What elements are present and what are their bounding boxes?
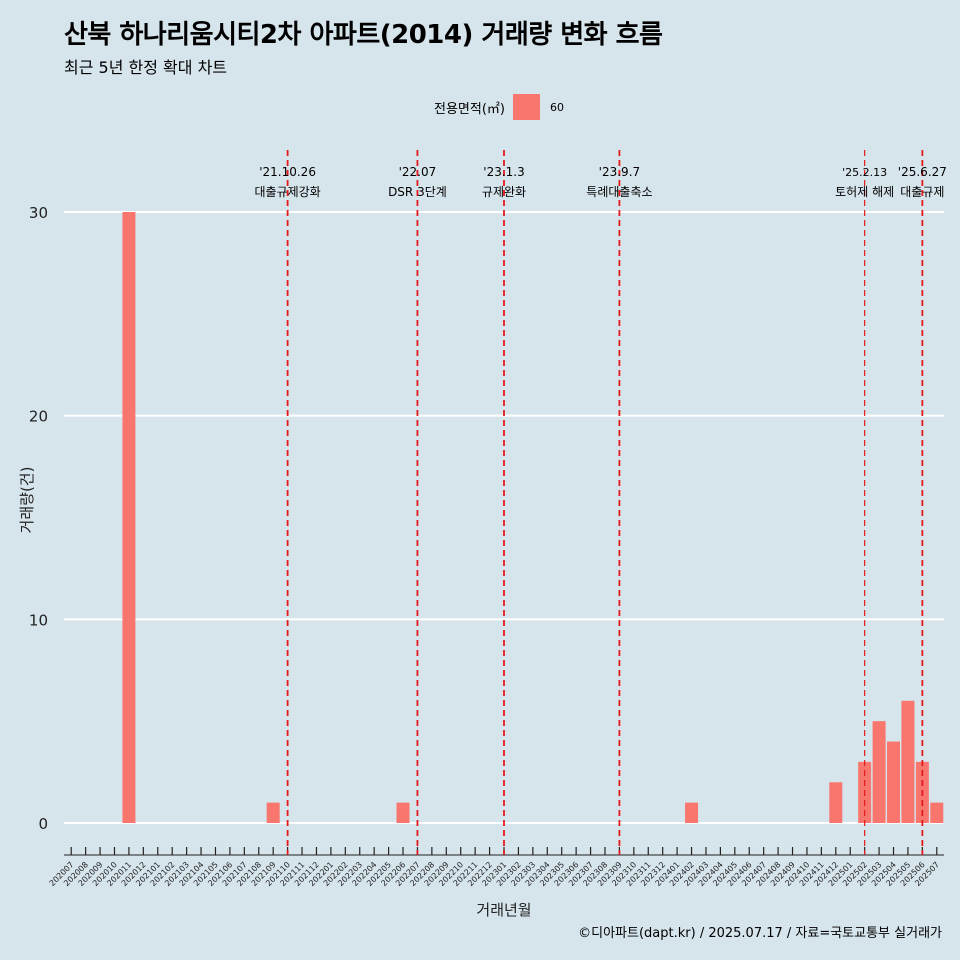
event-label: 토허제 해제 — [835, 185, 894, 199]
legend-label: 60 — [549, 100, 564, 114]
bar — [872, 721, 886, 823]
event-label: 특례대출축소 — [586, 185, 652, 199]
y-tick-label: 0 — [38, 815, 48, 833]
bar — [122, 212, 136, 823]
event-date: '22.07 — [399, 165, 437, 179]
y-tick-label: 10 — [29, 611, 48, 629]
event-date: '25.2.13 — [842, 166, 887, 179]
chart-subtitle: 최근 5년 한정 확대 차트 — [64, 58, 228, 77]
bar — [887, 741, 900, 823]
chart-caption: ©디아파트(dapt.kr) / 2025.07.17 / 자료=국토교통부 실… — [578, 926, 942, 941]
bar — [396, 802, 410, 823]
chart-title: 산북 하나리움시티2차 아파트(2014) 거래량 변화 흐름 — [64, 20, 663, 50]
y-axis-title: 거래량(건) — [18, 467, 36, 534]
event-label: DSR 3단계 — [388, 185, 447, 199]
bar — [930, 802, 944, 823]
event-label: 대출규제강화 — [254, 185, 320, 199]
event-date: '21.10.26 — [259, 165, 316, 179]
y-tick-label: 30 — [29, 204, 48, 222]
legend: 전용면적(㎡) 60 — [434, 94, 564, 120]
event-label: 대출규제 — [900, 185, 944, 199]
bar — [901, 700, 915, 823]
bar — [829, 782, 843, 823]
event-date: '25.6.27 — [898, 165, 947, 179]
event-label: 규제완화 — [482, 185, 526, 199]
bar — [685, 802, 699, 823]
event-date: '23.9.7 — [599, 165, 640, 179]
event-date: '23.1.3 — [483, 165, 524, 179]
legend-key-swatch — [512, 94, 540, 120]
y-tick-label: 20 — [29, 408, 48, 426]
x-axis-title: 거래년월 — [476, 901, 531, 919]
legend-title: 전용면적(㎡) — [434, 101, 505, 117]
bar — [266, 802, 280, 823]
